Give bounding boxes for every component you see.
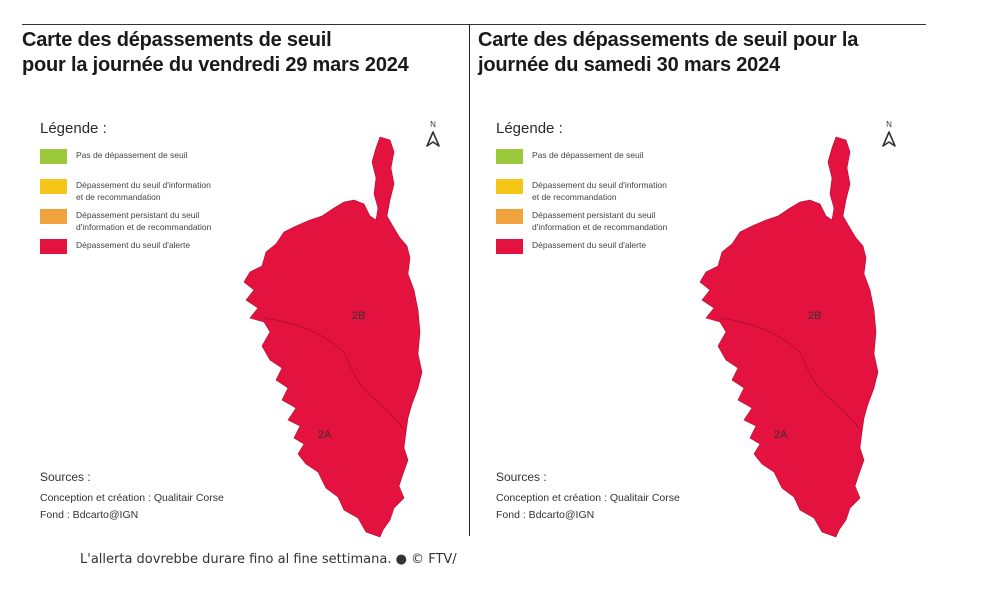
map-title: Carte des dépassements de seuil pour la … [22,28,462,78]
map-title-line-2: journée du samedi 30 mars 2024 [478,54,780,76]
sources: Sources : Conception et création : Quali… [496,470,796,524]
department-border [261,317,407,433]
legend-item-no-exceedance: Pas de dépassement de seuil [496,148,736,178]
legend-swatch-orange [40,209,67,224]
department-label-2a: 2A [318,429,332,441]
sources-title: Sources : [40,470,91,484]
legend-swatch-red [40,239,67,254]
legend-item-alert-threshold: Dépassement du seuil d'alerte [496,238,736,268]
north-indicator: N [422,120,444,150]
map-title-line-2: pour la journée du vendredi 29 mars 2024 [22,54,409,76]
legend-title: Légende : [40,120,107,137]
department-label-2b: 2B [352,310,365,322]
corsica-map: 2B 2A [243,136,423,538]
department-label-2b: 2B [808,310,821,322]
legend-label: Dépassement du seuil d'information et de… [532,180,667,202]
corsica-map: 2B 2A [699,136,879,538]
map-title: Carte des dépassements de seuil pour la … [478,28,918,78]
legend-swatch-red [496,239,523,254]
legend-label: Dépassement du seuil d'information et de… [76,180,211,202]
legend: Légende : Pas de dépassement de seuil Dé… [496,120,736,268]
legend-label: Dépassement persistant du seuil d'inform… [76,210,212,232]
north-indicator: N [878,120,900,150]
legend-swatch-yellow [40,179,67,194]
sources-basemap: Fond : Bdcarto@IGN [496,509,595,521]
sources-basemap: Fond : Bdcarto@IGN [40,509,139,521]
corsica-island [699,136,879,538]
legend-label: Dépassement du seuil d'alerte [532,240,647,250]
north-letter: N [430,120,436,129]
legend-swatch-orange [496,209,523,224]
legend-item-no-exceedance: Pas de dépassement de seuil [40,148,280,178]
legend-swatch-green [496,149,523,164]
map-title-line-1: Carte des dépassements de seuil pour la [478,29,859,51]
map-panel-saturday: Carte des dépassements de seuil pour la … [478,24,925,538]
map-panel-friday: Carte des dépassements de seuil pour la … [22,24,469,538]
north-letter: N [886,120,892,129]
legend-title: Légende : [496,120,563,137]
sources-title: Sources : [496,470,547,484]
sources: Sources : Conception et création : Quali… [40,470,340,524]
department-border [717,317,863,433]
legend-swatch-green [40,149,67,164]
north-arrow-icon [426,131,440,147]
department-label-2a: 2A [774,429,788,441]
legend-label: Pas de dépassement de seuil [532,150,644,160]
image-caption: L'allerta dovrebbe durare fino al fine s… [80,552,457,567]
legend-label: Dépassement persistant du seuil d'inform… [532,210,668,232]
north-arrow-icon [882,131,896,147]
legend-label: Dépassement du seuil d'alerte [76,240,191,250]
legend-item-persistent-threshold: Dépassement persistant du seuil d'inform… [40,208,280,238]
center-divider [469,24,470,536]
sources-conception: Conception et création : Qualitair Corse [496,492,680,504]
legend-item-information-threshold: Dépassement du seuil d'information et de… [496,178,736,208]
legend-swatch-yellow [496,179,523,194]
legend-item-information-threshold: Dépassement du seuil d'information et de… [40,178,280,208]
top-divider [22,24,926,25]
legend-item-persistent-threshold: Dépassement persistant du seuil d'inform… [496,208,736,238]
corsica-island [243,136,423,538]
map-title-line-1: Carte des dépassements de seuil [22,29,332,51]
sources-conception: Conception et création : Qualitair Corse [40,492,224,504]
legend-item-alert-threshold: Dépassement du seuil d'alerte [40,238,280,268]
pollution-maps-figure: Carte des dépassements de seuil pour la … [22,24,926,538]
legend-label: Pas de dépassement de seuil [76,150,188,160]
legend: Légende : Pas de dépassement de seuil Dé… [40,120,280,268]
